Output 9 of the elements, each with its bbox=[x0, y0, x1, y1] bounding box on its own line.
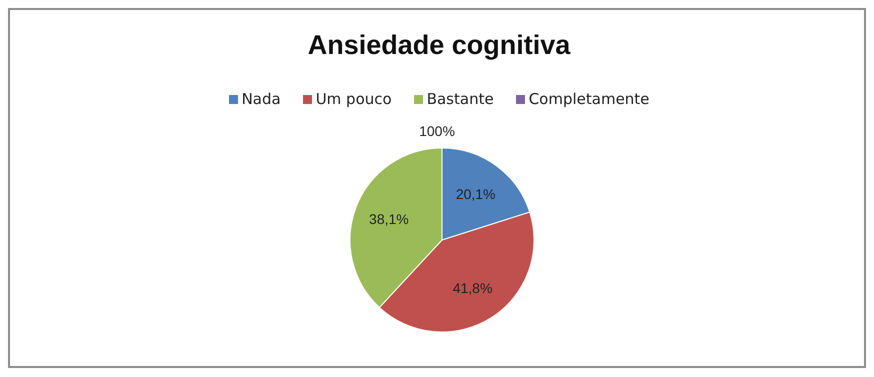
data-label: 38,1% bbox=[369, 211, 409, 228]
data-label: 20,1% bbox=[456, 186, 496, 202]
chart-title: Ansiedade cognitiva bbox=[306, 30, 572, 61]
data-label: 41,8% bbox=[452, 280, 492, 296]
legend-label: Completamente bbox=[528, 90, 650, 108]
text: 100% bbox=[419, 123, 455, 139]
legend-label: Bastante bbox=[426, 90, 494, 108]
legend-label: Um pouco bbox=[316, 90, 392, 108]
legend-label: Nada bbox=[242, 90, 281, 108]
